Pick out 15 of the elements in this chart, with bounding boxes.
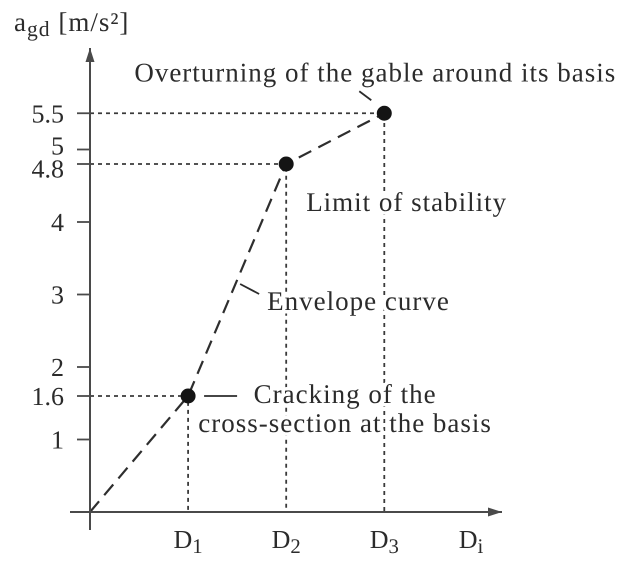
y-tick-label: 4 [51, 208, 64, 238]
y-axis-title: a$_{gd}$ [m/s²] [14, 7, 130, 41]
y-tick-label: 2 [51, 353, 64, 382]
y-tick-label: 3 [51, 280, 64, 310]
annotation: Limit of stability [306, 187, 508, 217]
x-tick-label: D$_{3}$ [370, 525, 399, 558]
annotation: Cracking of the cross-section at the basis [198, 379, 492, 438]
annotation: Overturning of the gable around its basis [134, 57, 616, 88]
annotation: Envelope curve [267, 286, 450, 316]
x-tick-label: D$_{2}$ [272, 525, 301, 558]
x-axis-title: D$_{i}$ [458, 525, 484, 558]
y-tick-label: 1.6 [32, 382, 64, 412]
y-tick-label: 5.5 [32, 99, 64, 128]
y-tick-label: 1 [51, 426, 64, 455]
x-tick-label: D$_{1}$ [174, 525, 203, 558]
